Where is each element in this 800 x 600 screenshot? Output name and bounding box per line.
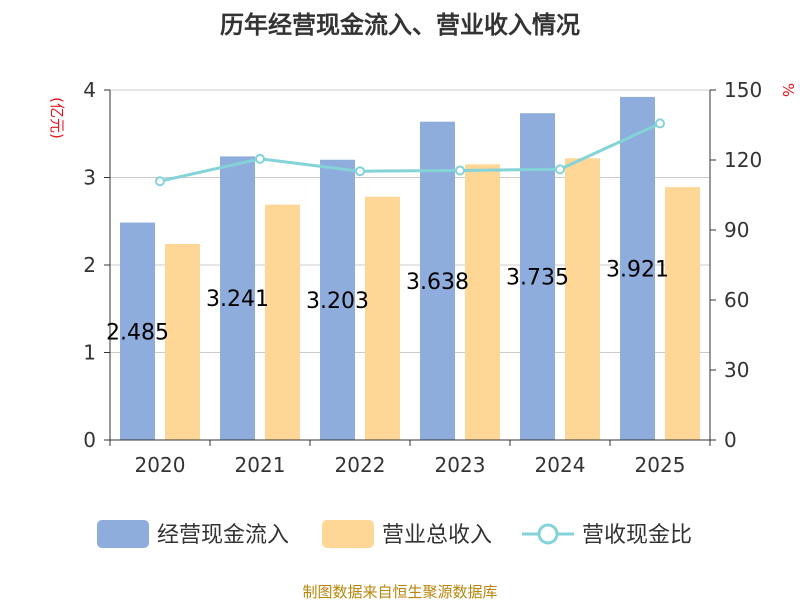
- legend: 经营现金流入 营业总收入 营收现金比: [97, 520, 692, 548]
- bar-data-label: 3.735: [506, 266, 569, 291]
- line-point: [555, 164, 565, 175]
- right-axis-tick-label: 0: [724, 428, 737, 452]
- bars-group: [120, 96, 700, 441]
- bar-data-label: 2.485: [106, 320, 169, 345]
- left-axis-tick-label: 3: [83, 166, 96, 190]
- bar-revenue: [365, 196, 400, 440]
- left-axis-tick-label: 0: [83, 428, 96, 452]
- line-point: [455, 165, 465, 176]
- bar-data-label: 3.241: [206, 287, 269, 312]
- x-axis-tick-label: 2021: [235, 453, 286, 477]
- bar-cash-inflow: [420, 121, 455, 441]
- bar-data-label: 3.638: [406, 270, 469, 295]
- line-cash-revenue-ratio: [159, 122, 661, 183]
- left-axis-tick-label: 4: [83, 78, 96, 102]
- line-point: [355, 166, 365, 177]
- legend-label: 经营现金流入: [157, 523, 289, 548]
- legend-swatch: [97, 520, 149, 548]
- right-axis-unit: %: [779, 83, 797, 97]
- right-axis-tick-label: 60: [724, 288, 749, 312]
- data-source-note: 制图数据来自恒生聚源数据库: [302, 583, 497, 600]
- line-point: [255, 153, 265, 164]
- data-labels-group: 2.485 3.241 3.203 3.638 3.735 3.921: [106, 257, 669, 345]
- line-point: [655, 118, 665, 129]
- x-axis-tick-label: 2023: [435, 453, 486, 477]
- left-axis-unit: (亿元): [48, 97, 66, 139]
- bar-revenue: [665, 187, 700, 440]
- bar-cash-inflow: [120, 222, 155, 440]
- x-axis-tick-label: 2022: [335, 453, 386, 477]
- grid-lines: [110, 89, 710, 353]
- axes-group: 0 1 2 3 4 0 30 60 90 120 150 2020 2021 2022 2023 2024 20…: [83, 78, 762, 477]
- bar-revenue: [565, 158, 600, 440]
- bar-cash-inflow: [620, 96, 655, 440]
- bar-data-label: 3.921: [606, 257, 669, 282]
- legend-swatch: [322, 520, 374, 548]
- bar-revenue: [265, 204, 300, 440]
- legend-label: 营业总收入: [382, 523, 492, 548]
- right-axis-tick-label: 90: [724, 218, 749, 242]
- line-point: [155, 176, 165, 187]
- legend-label: 营收现金比: [582, 523, 692, 548]
- left-axis-tick-label: 1: [83, 341, 96, 365]
- x-axis-tick-label: 2025: [635, 453, 686, 477]
- bar-cash-inflow: [520, 113, 555, 440]
- bar-revenue: [465, 164, 500, 440]
- right-axis-tick-label: 150: [724, 78, 762, 102]
- right-axis-tick-label: 120: [724, 148, 762, 172]
- right-axis-tick-label: 30: [724, 358, 749, 382]
- chart-title: 历年经营现金流入、营业收入情况: [220, 11, 580, 39]
- legend-marker: [537, 523, 559, 545]
- x-axis-tick-label: 2024: [535, 453, 586, 477]
- line-series-group: [155, 118, 665, 187]
- left-axis-tick-label: 2: [83, 253, 96, 277]
- bar-cash-inflow: [220, 156, 255, 440]
- bar-data-label: 3.203: [306, 289, 369, 314]
- x-axis-tick-label: 2020: [135, 453, 186, 477]
- bar-cash-inflow: [320, 159, 355, 441]
- bar-revenue: [165, 244, 200, 440]
